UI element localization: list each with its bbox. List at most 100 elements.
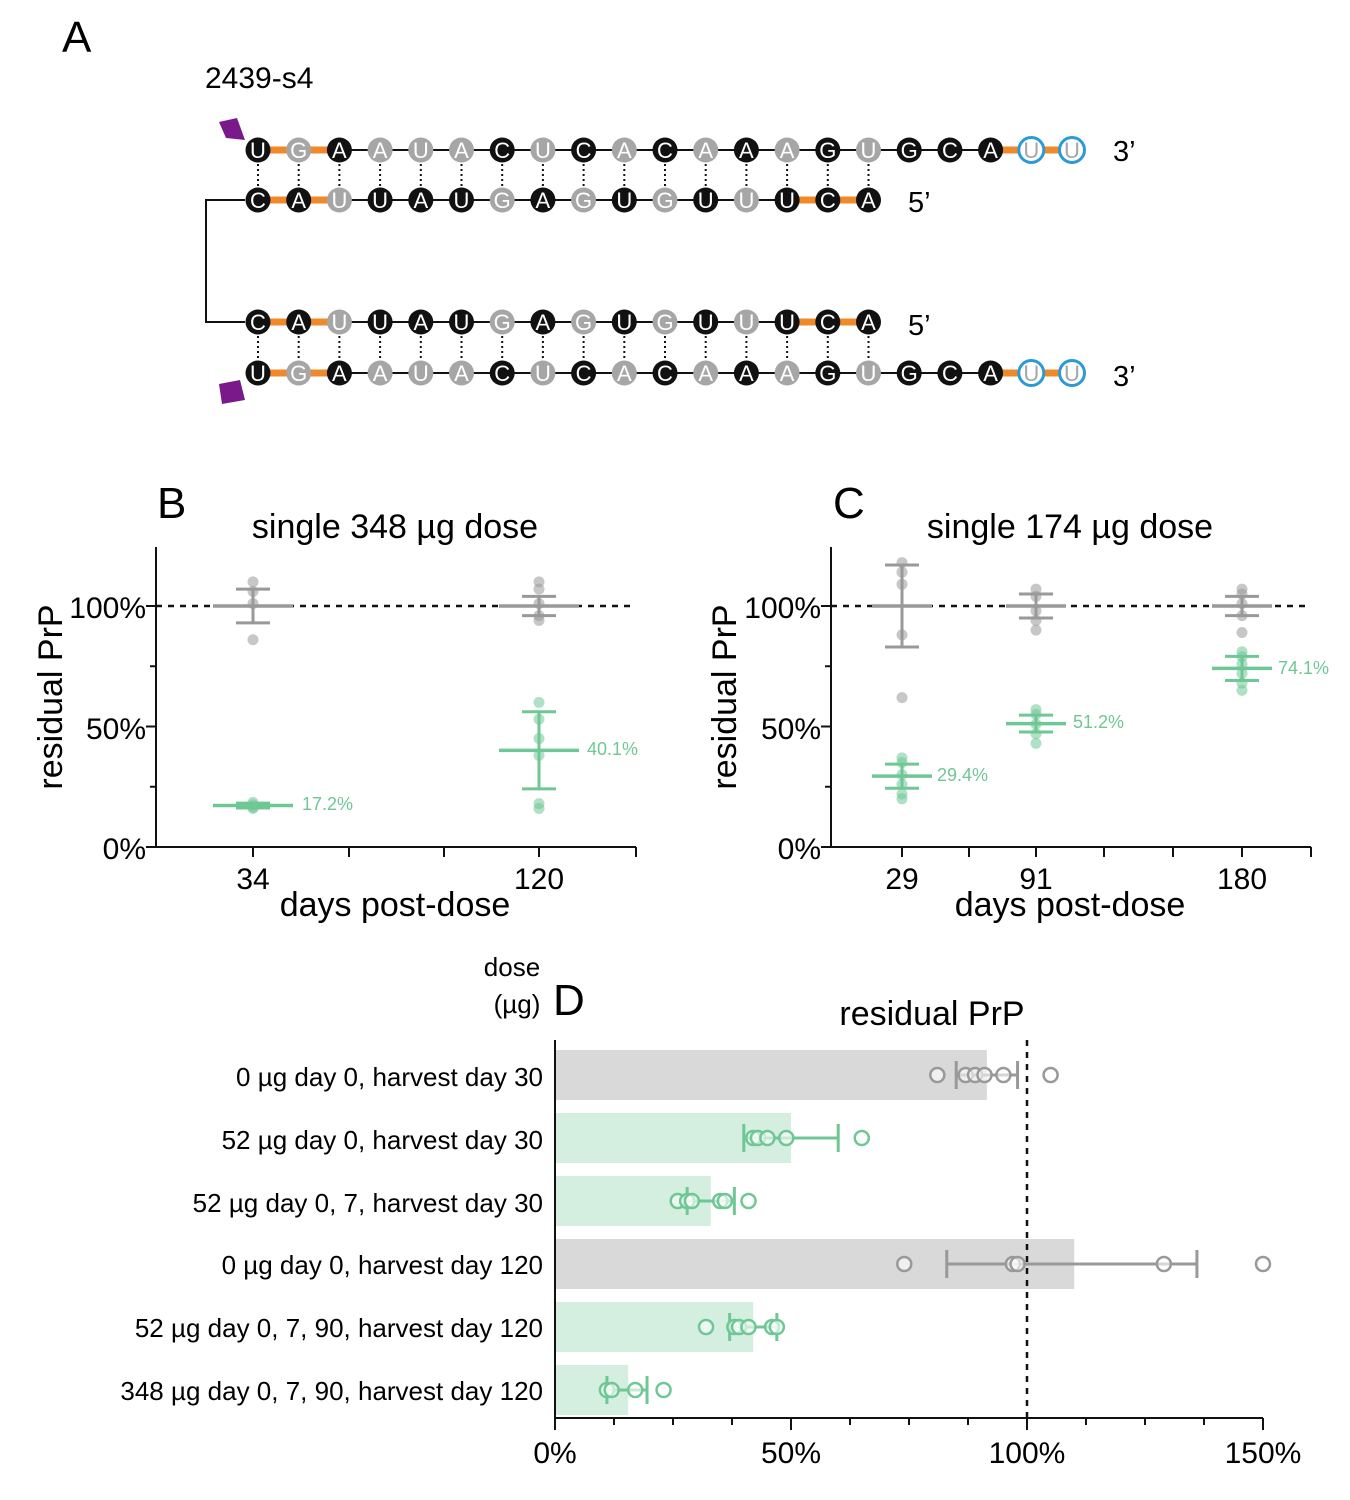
nucleotide-letter: U (372, 188, 388, 213)
nucleotide (530, 187, 556, 213)
nucleotide-letter: U (454, 310, 470, 335)
vinylphosphonate-cap (219, 118, 245, 140)
nucleotide (286, 309, 312, 335)
nucleotide-letter: A (454, 138, 469, 163)
linker (205, 199, 245, 323)
nucleotide-letter: U (1023, 361, 1039, 386)
nucleotide-letter: A (739, 138, 754, 163)
nucleotide-letter: U (535, 138, 551, 163)
panel-a-letter: A (62, 13, 92, 62)
data-point (740, 1192, 757, 1210)
nucleotide-letter: C (942, 138, 958, 163)
panel-c-mean-label: 51.2% (1073, 712, 1124, 732)
vinylphosphonate-cap (219, 380, 245, 404)
panel-c-x-axis-label: days post-dose (955, 886, 1186, 924)
panel-b-y-tick-label: 100% (69, 592, 146, 625)
nucleotide-letter: C (820, 310, 836, 335)
row-label: 52 µg day 0, 7, harvest day 30 (193, 1188, 543, 1218)
nucleotide (1017, 136, 1046, 164)
nucleotide-letter: C (576, 138, 592, 163)
nucleotide (489, 187, 515, 213)
nucleotide-letter: U (1023, 138, 1039, 163)
panel-c-mean-label: 74.1% (1278, 658, 1329, 678)
nucleotide (489, 309, 515, 335)
nucleotide-letter: A (698, 138, 713, 163)
nucleotide (286, 187, 312, 213)
nucleotide-letter: U (698, 188, 714, 213)
nucleotide (856, 309, 881, 335)
data-point (603, 1381, 620, 1399)
panel-d-x-tick-label: 0% (533, 1437, 576, 1470)
nucleotide (937, 137, 963, 163)
nucleotide-letter: A (739, 361, 754, 386)
panel-c-y-tick-label: 50% (761, 713, 821, 746)
nucleotide (326, 309, 352, 335)
nucleotide-letter: U (250, 138, 266, 163)
treated-data-point (533, 802, 545, 814)
nucleotide (693, 360, 719, 386)
panel-b-y-tick-label: 50% (86, 713, 146, 746)
data-point (1042, 1066, 1059, 1084)
nucleotide (408, 309, 434, 335)
control-data-point (896, 692, 908, 704)
nucleotide (937, 360, 963, 386)
nucleotide (774, 137, 800, 163)
treated-data-point (896, 793, 908, 805)
nucleotide-letter: C (250, 310, 266, 335)
data-point (759, 1129, 776, 1147)
nucleotide (530, 137, 556, 163)
nucleotide-letter: U (779, 310, 795, 335)
nucleotide-letter: A (861, 310, 876, 335)
nucleotide (815, 360, 841, 386)
nucleotide-letter: G (901, 138, 918, 163)
row-label: 0 µg day 0, harvest day 30 (236, 1062, 543, 1092)
control-bar (555, 1050, 987, 1100)
data-point (740, 1318, 757, 1336)
passenger-5-prime-label: 5’ (908, 187, 931, 219)
nucleotide (611, 137, 637, 163)
panel-b-mean-label: 40.1% (587, 739, 638, 759)
nucleotide-letter: A (291, 310, 306, 335)
nucleotide (733, 187, 759, 213)
nucleotide (693, 137, 719, 163)
panel-c-mean-label: 29.4% (937, 765, 988, 785)
nucleotide (530, 360, 556, 386)
nucleotide (571, 187, 597, 213)
treated-data-point (533, 696, 545, 708)
nucleotide (896, 360, 922, 386)
panel-b: B single 348 µg dose residual PrP days p… (32, 479, 638, 924)
row-label: 0 µg day 0, harvest day 120 (222, 1250, 543, 1280)
nucleotide (611, 309, 637, 335)
data-point (655, 1381, 672, 1399)
nucleotide-letter: A (413, 188, 428, 213)
duplex-top: 3’ 5’ U G A A U A C U C A C A A A G U G C A U UC A U U A U G A G U G U U… (205, 118, 1136, 323)
panel-b-letter: B (157, 479, 186, 528)
nucleotide-letter: U (1064, 361, 1080, 386)
panel-b-mean-label: 17.2% (302, 794, 353, 814)
control-data-point (247, 634, 259, 646)
nucleotide (367, 137, 393, 163)
nucleotide-letter: U (413, 138, 429, 163)
nucleotide-letter: C (494, 138, 510, 163)
data-point (1155, 1255, 1173, 1273)
nucleotide (611, 187, 637, 213)
nucleotide (1058, 359, 1086, 387)
panel-b-x-tick-label: 34 (236, 863, 269, 896)
nucleotide-letter: G (819, 138, 836, 163)
sirna-name: 2439-s4 (205, 62, 313, 95)
panel-b-y-axis-label: residual PrP (32, 604, 70, 789)
nucleotide (652, 187, 678, 213)
nucleotide (815, 187, 841, 213)
nucleotide (693, 309, 719, 335)
nucleotide-letter: G (575, 310, 592, 335)
nucleotide (286, 360, 312, 386)
nucleotide-letter: U (331, 188, 347, 213)
control-data-point (1030, 624, 1042, 636)
nucleotide (489, 137, 515, 163)
nucleotide (978, 137, 1004, 163)
nucleotide (367, 309, 393, 335)
nucleotide-letter: A (983, 138, 998, 163)
nucleotide (733, 360, 759, 386)
panel-d: dose (µg) D residual PrP 0 µg day 0, har… (120, 952, 1301, 1470)
